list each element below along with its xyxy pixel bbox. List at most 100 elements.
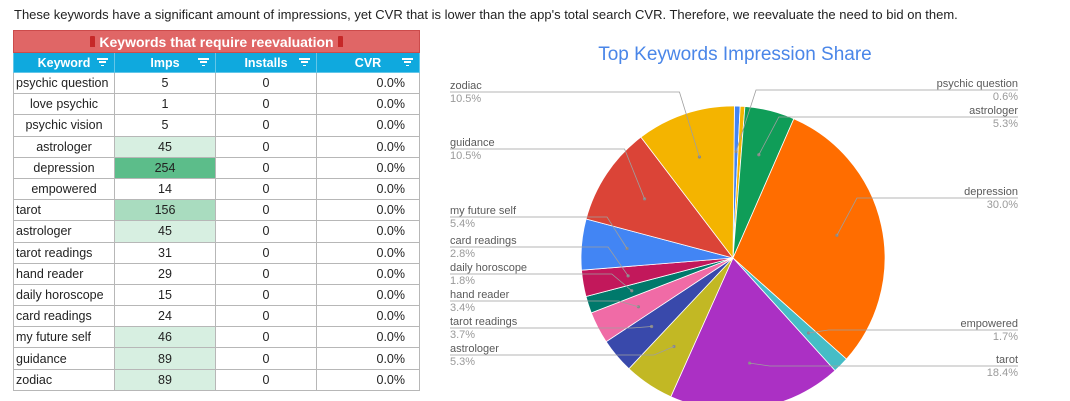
keyword-cell[interactable]: astrologer (13, 220, 115, 243)
header-imps[interactable]: Imps (114, 52, 216, 73)
imps-cell[interactable]: 1 (114, 93, 216, 116)
imps-cell[interactable]: 46 (114, 326, 216, 349)
installs-cell[interactable]: 0 (215, 262, 317, 285)
keyword-cell[interactable]: guidance (13, 347, 115, 370)
slice-label: empowered (961, 318, 1018, 330)
filter-icon[interactable] (299, 58, 310, 67)
header-label: Imps (150, 55, 180, 70)
slice-label: guidance (450, 137, 495, 149)
installs-cell[interactable]: 0 (215, 93, 317, 116)
keyword-cell[interactable]: empowered (13, 177, 115, 201)
cvr-cell[interactable]: 0.0% (316, 220, 420, 243)
pie-slice[interactable] (640, 105, 735, 260)
pie-slice[interactable] (732, 118, 886, 360)
cvr-cell[interactable]: 0.0% (316, 71, 420, 95)
filter-icon[interactable] (97, 58, 108, 67)
exclamation-icon (337, 35, 343, 50)
keyword-cell[interactable]: hand reader (13, 262, 115, 285)
imps-cell[interactable]: 5 (114, 114, 216, 137)
pie-slice[interactable] (585, 136, 735, 259)
imps-cell[interactable]: 89 (114, 347, 216, 370)
filter-icon[interactable] (402, 58, 413, 67)
installs-cell[interactable]: 0 (215, 156, 317, 179)
installs-cell[interactable]: 0 (215, 220, 317, 243)
cvr-cell[interactable]: 0.0% (316, 326, 420, 349)
cvr-cell[interactable]: 0.0% (316, 93, 420, 116)
intro-text: These keywords have a significant amount… (14, 7, 958, 22)
imps-cell[interactable]: 14 (114, 177, 216, 201)
pie-slice[interactable] (670, 257, 836, 401)
slice-label: daily horoscope (450, 262, 527, 274)
imps-cell[interactable]: 15 (114, 283, 216, 307)
cvr-cell[interactable]: 0.0% (316, 135, 420, 158)
installs-cell[interactable]: 0 (215, 283, 317, 307)
installs-cell[interactable]: 0 (215, 241, 317, 264)
cvr-cell[interactable]: 0.0% (316, 177, 420, 201)
imps-cell[interactable]: 45 (114, 135, 216, 158)
cvr-cell[interactable]: 0.0% (316, 347, 420, 370)
keyword-cell[interactable]: psychic vision (13, 114, 115, 137)
imps-cell[interactable]: 5 (114, 71, 216, 95)
slice-label: astrologer (450, 343, 499, 355)
installs-cell[interactable]: 0 (215, 71, 317, 95)
cvr-cell[interactable]: 0.0% (316, 241, 420, 264)
installs-cell[interactable]: 0 (215, 347, 317, 370)
table-row: astrologer 45 0 0.0% (13, 135, 420, 158)
slice-label: depression (964, 186, 1018, 198)
leader-line (735, 89, 1018, 152)
installs-cell[interactable]: 0 (215, 326, 317, 349)
installs-cell[interactable]: 0 (215, 177, 317, 201)
pie-labels: psychic question0.6%astrologer5.3%depres… (450, 78, 1018, 379)
keyword-cell[interactable]: tarot readings (13, 241, 115, 264)
keywords-table: Keywords that require reevaluation Keywo… (13, 30, 420, 391)
filter-icon[interactable] (198, 58, 209, 67)
imps-cell[interactable]: 156 (114, 199, 216, 222)
imps-cell[interactable]: 29 (114, 262, 216, 285)
slice-label: tarot readings (450, 316, 518, 328)
table-row: empowered 14 0 0.0% (13, 177, 420, 201)
imps-cell[interactable]: 24 (114, 305, 216, 328)
keyword-cell[interactable]: tarot (13, 199, 115, 222)
leader-line (450, 216, 628, 249)
keyword-cell[interactable]: my future self (13, 326, 115, 349)
header-cvr[interactable]: CVR (316, 52, 420, 73)
header-keyword[interactable]: Keyword (13, 52, 115, 73)
slice-label: my future self (450, 205, 517, 217)
imps-cell[interactable]: 254 (114, 156, 216, 179)
imps-cell[interactable]: 31 (114, 241, 216, 264)
table-row: tarot 156 0 0.0% (13, 199, 420, 222)
slice-percent: 0.6% (993, 91, 1018, 103)
keyword-cell[interactable]: depression (13, 156, 115, 179)
installs-cell[interactable]: 0 (215, 135, 317, 158)
slice-percent: 2.8% (450, 248, 475, 260)
table-title-row: Keywords that require reevaluation (13, 30, 420, 53)
keyword-cell[interactable]: daily horoscope (13, 283, 115, 307)
cvr-cell[interactable]: 0.0% (316, 262, 420, 285)
keyword-cell[interactable]: zodiac (13, 368, 115, 391)
slice-label: psychic question (937, 78, 1018, 90)
header-installs[interactable]: Installs (215, 52, 317, 73)
keyword-cell[interactable]: love psychic (13, 93, 115, 116)
keyword-cell[interactable]: card readings (13, 305, 115, 328)
slice-label: astrologer (969, 105, 1018, 117)
leader-line (808, 329, 1018, 334)
slice-percent: 18.4% (987, 367, 1018, 379)
cvr-cell[interactable]: 0.0% (316, 199, 420, 222)
installs-cell[interactable]: 0 (215, 199, 317, 222)
installs-cell[interactable]: 0 (215, 305, 317, 328)
table-row: daily horoscope 15 0 0.0% (13, 283, 420, 307)
header-label: Installs (244, 55, 288, 70)
installs-cell[interactable]: 0 (215, 368, 317, 391)
imps-cell[interactable]: 89 (114, 368, 216, 391)
cvr-cell[interactable]: 0.0% (316, 114, 420, 137)
cvr-cell[interactable]: 0.0% (316, 368, 420, 391)
imps-cell[interactable]: 45 (114, 220, 216, 243)
cvr-cell[interactable]: 0.0% (316, 156, 420, 179)
installs-cell[interactable]: 0 (215, 114, 317, 137)
slice-percent: 1.7% (993, 331, 1018, 343)
table-row: my future self 46 0 0.0% (13, 326, 420, 349)
cvr-cell[interactable]: 0.0% (316, 283, 420, 307)
keyword-cell[interactable]: astrologer (13, 135, 115, 158)
cvr-cell[interactable]: 0.0% (316, 305, 420, 328)
keyword-cell[interactable]: psychic question (13, 71, 115, 95)
